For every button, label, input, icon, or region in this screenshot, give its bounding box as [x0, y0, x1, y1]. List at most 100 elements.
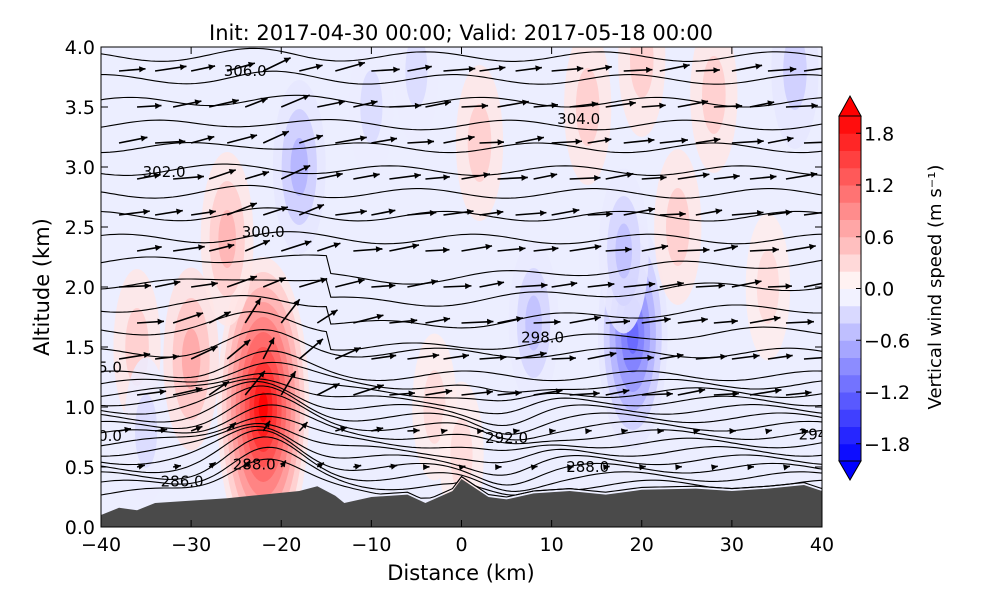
plot-area: 306.0 304.0 302.0 300.0 298.0 5.0 0.0 292.0 288.… [101, 47, 835, 527]
wind-arrow-head [483, 172, 491, 179]
contour-line [101, 184, 822, 199]
wind-arrow-head [659, 102, 666, 109]
wind-arrow [803, 282, 822, 288]
wind-arrow-head [376, 426, 384, 433]
wind-arrow-head [335, 172, 343, 179]
wind-arrow-head [757, 138, 764, 145]
colorbar-min-extend [838, 460, 862, 481]
x-axis: −40 −30 −20 −10 0 10 20 30 40 [81, 47, 834, 556]
wind-arrow-head [661, 244, 669, 251]
wind-arrow-head [258, 370, 265, 378]
chart-title: Init: 2017-04-30 00:00; Valid: 2017-05-1… [209, 21, 713, 45]
colorbar-segment [839, 340, 861, 358]
wind-arrow-head [124, 426, 132, 433]
wind-arrow-head [497, 139, 504, 146]
wind-arrow-head [467, 135, 475, 142]
wind-arrow-head [660, 174, 667, 181]
wind-arrow-head [260, 97, 268, 104]
wind-arrow-head [154, 244, 162, 251]
wind-arrow-head [423, 464, 430, 471]
wind-arrow-head [625, 246, 632, 253]
wind-arrow-head [629, 100, 636, 107]
wind-arrow-head [138, 463, 145, 470]
wind-arrow-head [243, 339, 251, 347]
wind-arrow-head [576, 65, 584, 72]
wind-arrow-head [231, 98, 239, 105]
wind-arrow-head [301, 422, 308, 429]
y-tick-label: 0.0 [65, 517, 95, 539]
wind-cell [783, 47, 807, 110]
wind-arrow-head [208, 64, 216, 71]
wind-arrow-head [786, 353, 793, 360]
contour-label: 300.0 [242, 223, 285, 241]
wind-arrow-head [747, 464, 754, 471]
wind-arrow-head [804, 389, 812, 397]
wind-arrow-head [698, 387, 706, 394]
wind-arrow-head [567, 464, 574, 471]
wind-arrow-head [551, 245, 559, 252]
wind-arrow-head [262, 240, 270, 246]
wind-arrow-head [176, 208, 183, 215]
wind-arrow-head [495, 464, 502, 471]
wind-cell [629, 47, 654, 98]
wind-arrow-head [607, 281, 615, 288]
wind-arrow-head [320, 277, 328, 284]
wind-arrow-head [609, 351, 617, 358]
wind-arrow-head [539, 210, 547, 217]
wind-arrow-head [390, 136, 397, 143]
wind-arrow-head [572, 208, 580, 215]
contour-line [101, 361, 822, 393]
wind-arrow-head [772, 246, 779, 253]
wind-arrow-head [730, 244, 738, 251]
colorbar-segment [839, 236, 861, 255]
wind-cell [290, 138, 309, 196]
contour-line [101, 372, 822, 402]
wind-arrow-head [376, 313, 384, 320]
colorbar-segment [839, 374, 861, 393]
wind-arrow-head [826, 209, 833, 215]
wind-arrow-head [647, 354, 654, 361]
wind-arrow-head [340, 426, 347, 433]
wind-arrow-head [304, 240, 312, 247]
wind-arrow-head [677, 281, 684, 288]
wind-arrow-head [811, 102, 818, 109]
colorbar-segment [839, 271, 861, 289]
wind-arrow-head [316, 134, 323, 141]
wind-arrow-head [767, 100, 775, 107]
wind-arrow-head [315, 63, 323, 70]
contour-line [101, 385, 822, 435]
contour-line [101, 47, 822, 62]
wind-arrow-head [157, 318, 164, 325]
wind-arrow-head [731, 318, 738, 325]
colorbar-segment [839, 443, 861, 462]
wind-arrow-head [752, 353, 760, 360]
wind-arrow-head [647, 137, 655, 144]
wind-arrow-head [140, 135, 148, 142]
y-tick-label: 1.0 [65, 397, 95, 419]
wind-arrow-head [648, 206, 656, 213]
wind-arrow-head [330, 309, 338, 316]
wind-arrow-head [732, 390, 739, 397]
contour-label: 302.0 [143, 163, 186, 181]
wind-arrow-head [828, 279, 835, 285]
colorbar-segment [839, 150, 861, 169]
colorbar: 1.8 1.2 0.6 0.0 −0.6 −1.2 −1.8 [838, 94, 910, 481]
wind-arrow-head [360, 208, 367, 215]
wind-arrow-head [620, 428, 628, 435]
wind-arrow-head [718, 282, 725, 289]
wind-arrow-head [194, 99, 202, 106]
wind-arrow-head [370, 99, 378, 106]
wind-arrow-head [477, 428, 484, 435]
wind-arrow-head [551, 102, 559, 109]
wind-arrow-head [303, 165, 311, 171]
wind-arrow-head [431, 279, 438, 286]
contour-line [101, 404, 822, 445]
wind-arrow-head [497, 280, 505, 287]
contour-line [101, 278, 822, 307]
wind-arrow-head [444, 100, 452, 107]
wind-arrow [803, 356, 822, 360]
wind-arrow-head [372, 172, 380, 179]
y-axis: 0.00.51.01.52.02.53.03.54.0 [65, 37, 822, 539]
colorbar-segment [839, 305, 861, 324]
contour-line [101, 295, 822, 329]
